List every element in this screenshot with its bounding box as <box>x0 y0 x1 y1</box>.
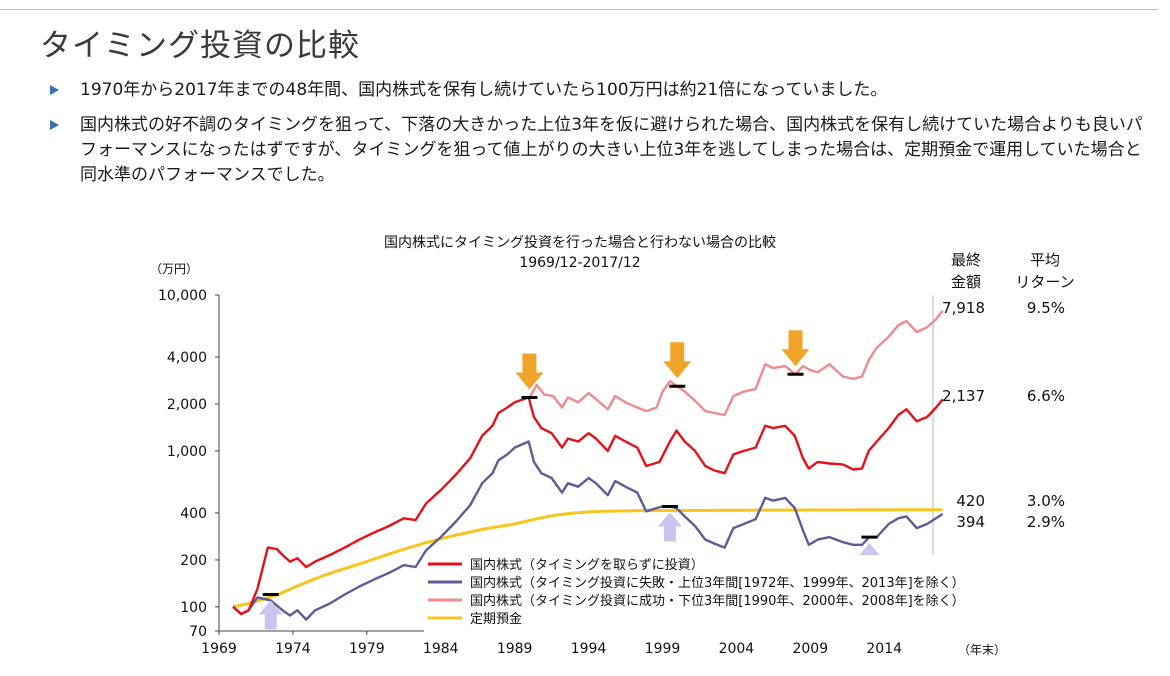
x-tick-label: 2014 <box>866 641 902 657</box>
bullet-text: 国内株式の好不調のタイミングを狙って、下落の大きかった上位3年を仮に避けられた場… <box>80 115 1143 185</box>
legend-label: 定期預金 <box>470 611 522 627</box>
bullet-item: 1970年から2017年までの48年間、国内株式を保有し続けていたら100万円は… <box>50 78 1150 103</box>
up-arrow-icon <box>657 512 682 542</box>
y-tick-label: 4,000 <box>167 350 207 366</box>
x-tick-label: 1994 <box>571 641 607 657</box>
chart-title: 国内株式にタイミング投資を行った場合と行わない場合の比較 <box>384 235 776 251</box>
series-line <box>232 508 943 609</box>
series-line <box>528 310 944 417</box>
legend-label: 国内株式（タイミング投資に成功・下位3年間[1990年、2000年、2008年]… <box>470 593 965 609</box>
down-arrow-icon <box>663 342 692 379</box>
bullet-item: 国内株式の好不調のタイミングを狙って、下落の大きかった上位3年を仮に避けられた場… <box>50 113 1150 188</box>
average-return-value: 3.0% <box>1027 492 1065 510</box>
y-tick-label: 70 <box>189 624 207 640</box>
final-amount-value: 394 <box>956 513 985 531</box>
top-divider <box>0 9 1158 10</box>
x-tick-label: 1979 <box>349 641 385 657</box>
average-return-header: 平均 <box>1030 251 1060 269</box>
final-amount-header: 最終 <box>951 251 981 269</box>
y-tick-label: 100 <box>180 600 207 616</box>
triangle-bullet-icon <box>50 120 59 130</box>
x-unit-label: （年末） <box>958 643 1006 657</box>
average-return-value: 6.6% <box>1027 387 1065 405</box>
final-amount-header: 金額 <box>951 273 981 291</box>
final-amount-value: 2,137 <box>942 387 985 405</box>
bullet-text: 1970年から2017年までの48年間、国内株式を保有し続けていたら100万円は… <box>80 80 888 100</box>
up-arrow-icon <box>258 600 283 630</box>
series-line <box>232 396 944 616</box>
x-tick-label: 1974 <box>275 641 311 657</box>
x-tick-label: 2009 <box>792 641 828 657</box>
x-tick-label: 1999 <box>645 641 681 657</box>
y-tick-label: 400 <box>180 506 207 522</box>
final-amount-value: 420 <box>956 492 985 510</box>
slide-title: タイミング投資の比較 <box>40 28 360 64</box>
bullet-list: 1970年から2017年までの48年間、国内株式を保有し続けていたら100万円は… <box>50 78 1150 198</box>
legend-label: 国内株式（タイミングを取らずに投資） <box>470 557 704 573</box>
x-tick-label: 1984 <box>423 641 459 657</box>
legend-label: 国内株式（タイミング投資に失敗・上位3年間[1972年、1999年、2013年]… <box>470 575 965 591</box>
final-amount-value: 7,918 <box>942 299 985 317</box>
y-tick-label: 2,000 <box>167 397 207 413</box>
legend: 国内株式（タイミングを取らずに投資） 国内株式（タイミング投資に失敗・上位3年間[… <box>424 555 1056 637</box>
chart-subtitle: 1969/12-2017/12 <box>519 255 640 271</box>
average-return-value: 2.9% <box>1027 513 1065 531</box>
down-arrow-icon <box>781 330 810 367</box>
legend-box <box>424 555 1056 637</box>
average-return-header: リターン <box>1015 273 1074 291</box>
x-tick-label: 1969 <box>201 641 237 657</box>
down-arrow-icon <box>515 353 544 390</box>
y-unit-label: （万円） <box>150 262 198 276</box>
average-return-value: 9.5% <box>1027 299 1065 317</box>
y-tick-label: 200 <box>180 553 207 569</box>
y-tick-label: 1,000 <box>167 444 207 460</box>
y-tick-label: 10,000 <box>158 288 207 304</box>
x-tick-label: 2004 <box>719 641 755 657</box>
triangle-bullet-icon <box>50 85 59 95</box>
x-tick-label: 1989 <box>497 641 533 657</box>
series-line <box>232 440 944 621</box>
